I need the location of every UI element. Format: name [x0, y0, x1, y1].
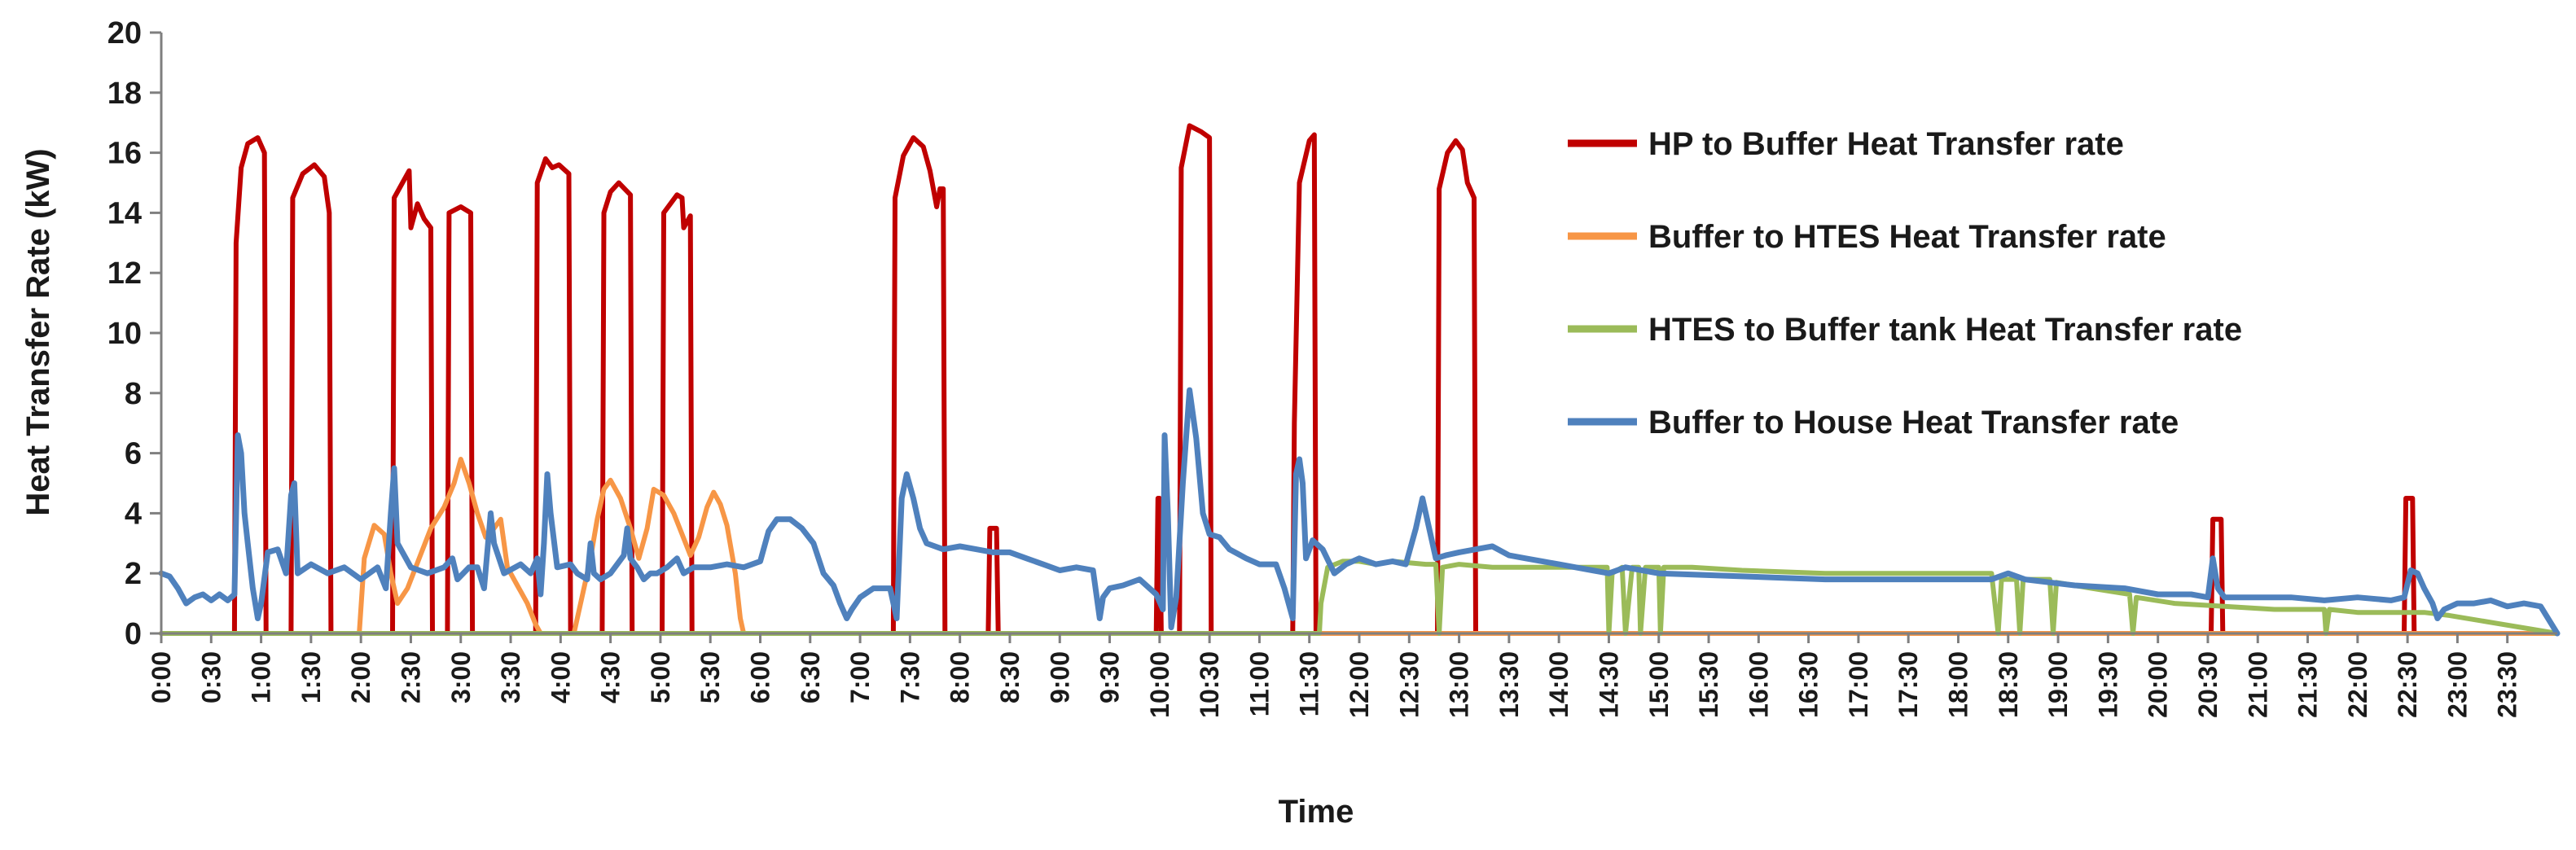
y-tick-label: 6: [125, 437, 142, 471]
x-tick-label: 21:30: [2293, 651, 2323, 718]
x-tick-label: 2:30: [396, 651, 425, 703]
x-tick-label: 21:00: [2243, 651, 2272, 718]
x-tick-label: 9:30: [1095, 651, 1125, 703]
x-tick-label: 0:00: [147, 651, 176, 703]
x-tick-label: 0:30: [196, 651, 226, 703]
x-tick-label: 12:00: [1345, 651, 1374, 718]
x-tick-label: 8:30: [995, 651, 1025, 703]
x-tick-label: 6:30: [796, 651, 825, 703]
plot-area: 0 2 4 6 8 10 12 14 16 18 20 0:00 0:30 1:00 1:30 2:00 2:…: [108, 16, 2561, 718]
x-tick-label: 17:00: [1844, 651, 1873, 718]
x-tick-label: 12:30: [1394, 651, 1424, 718]
x-tick-label: 11:00: [1244, 651, 1274, 716]
x-tick-label: 23:30: [2493, 651, 2522, 718]
x-tick-label: 17:30: [1894, 651, 1923, 718]
x-tick-label: 9:00: [1045, 651, 1074, 703]
x-tick-label: 1:00: [247, 651, 276, 703]
x-tick-label: 13:00: [1445, 651, 1474, 718]
y-axis-ticks: 0 2 4 6 8 10 12 14 16 18 20: [108, 16, 161, 651]
x-tick-label: 15:00: [1644, 651, 1674, 718]
x-tick-label: 1:30: [296, 651, 326, 703]
x-tick-label: 22:00: [2343, 651, 2372, 718]
x-tick-label: 10:30: [1195, 651, 1224, 718]
x-tick-label: 22:30: [2393, 651, 2422, 718]
x-tick-label: 14:30: [1594, 651, 1623, 718]
x-tick-label: 3:00: [446, 651, 476, 703]
x-tick-label: 20:00: [2144, 651, 2173, 718]
series-line-3: [159, 559, 2560, 636]
x-tick-label: 20:30: [2193, 651, 2223, 718]
legend-label-1: HP to Buffer Heat Transfer rate: [1648, 126, 2124, 162]
x-tick-label: 14:00: [1544, 651, 1573, 718]
x-tick-label: 5:30: [696, 651, 725, 703]
y-tick-label: 20: [108, 16, 142, 50]
x-tick-label: 16:00: [1744, 651, 1773, 718]
y-tick-label: 4: [125, 497, 142, 531]
x-tick-label: 4:00: [546, 651, 575, 703]
y-tick-label: 2: [125, 557, 142, 591]
x-tick-label: 3:30: [496, 651, 525, 703]
x-tick-label: 13:30: [1494, 651, 1524, 718]
y-tick-label: 0: [125, 617, 142, 651]
x-tick-label: 11:30: [1295, 651, 1324, 716]
y-tick-label: 8: [125, 377, 142, 411]
x-tick-label: 19:00: [2043, 651, 2073, 718]
x-tick-label: 5:00: [646, 651, 675, 703]
x-tick-label: 2:00: [346, 651, 375, 703]
y-tick-label: 12: [108, 256, 142, 291]
series-line-4: [158, 387, 2561, 637]
legend-label-3: HTES to Buffer tank Heat Transfer rate: [1648, 312, 2242, 348]
y-axis-title: Heat Transfer Rate (kW): [20, 148, 56, 515]
x-tick-label: 18:30: [1994, 651, 2023, 718]
y-tick-label: 18: [108, 77, 142, 111]
x-axis-title: Time: [1279, 794, 1354, 830]
x-tick-label: 23:00: [2442, 651, 2472, 718]
legend-label-2: Buffer to HTES Heat Transfer rate: [1648, 219, 2166, 255]
y-tick-label: 14: [108, 196, 142, 230]
x-tick-label: 10:00: [1145, 651, 1174, 718]
legend: HP to Buffer Heat Transfer rate Buffer to…: [1568, 126, 2242, 440]
y-tick-label: 10: [108, 317, 142, 351]
x-tick-label: 15:30: [1694, 651, 1723, 718]
series-layer: [158, 123, 2561, 637]
y-tick-label: 16: [108, 137, 142, 171]
series-line-2: [159, 457, 2560, 636]
x-tick-label: 16:30: [1794, 651, 1823, 718]
x-tick-label: 8:00: [946, 651, 975, 703]
x-tick-label: 4:30: [596, 651, 625, 703]
legend-label-4: Buffer to House Heat Transfer rate: [1648, 405, 2179, 440]
x-axis-ticks: 0:00 0:30 1:00 1:30 2:00 2:30 3:00 3:30 4:00 4:30…: [147, 633, 2522, 718]
x-tick-label: 7:30: [895, 651, 924, 703]
x-tick-label: 7:00: [845, 651, 875, 703]
x-tick-label: 18:00: [1944, 651, 1973, 718]
x-tick-label: 6:00: [746, 651, 775, 703]
x-tick-label: 19:30: [2093, 651, 2122, 718]
